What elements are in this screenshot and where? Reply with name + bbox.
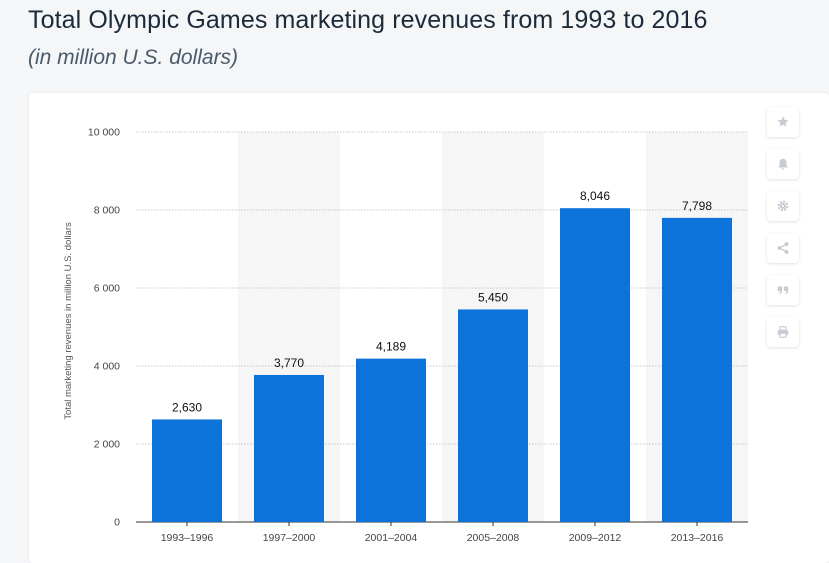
bar[interactable] bbox=[254, 374, 324, 522]
x-tick-label: 1993–1996 bbox=[161, 532, 214, 544]
x-tick-label: 2001–2004 bbox=[365, 532, 418, 544]
x-tick-label: 2005–2008 bbox=[467, 532, 520, 544]
bar-value-label: 8,046 bbox=[580, 189, 610, 203]
bar-value-label: 5,450 bbox=[478, 290, 508, 304]
bar[interactable] bbox=[152, 419, 222, 522]
chart-title: Total Olympic Games marketing revenues f… bbox=[28, 6, 708, 34]
x-tick-label: 1997–2000 bbox=[263, 532, 316, 544]
chart-subtitle: (in million U.S. dollars) bbox=[28, 46, 239, 69]
y-tick-label: 10 000 bbox=[88, 127, 120, 139]
x-tick-label: 2009–2012 bbox=[569, 532, 622, 544]
bar-chart: 0 2 000 4 000 6 000 8 000 10 000 2,630 3,770 4,… bbox=[63, 127, 748, 544]
share-icon bbox=[777, 242, 789, 254]
y-tick-label: 0 bbox=[114, 517, 120, 529]
favorite-button[interactable] bbox=[767, 107, 799, 137]
bar-value-label: 3,770 bbox=[274, 356, 304, 370]
print-icon bbox=[777, 326, 789, 338]
gear-icon bbox=[777, 200, 789, 212]
cite-button[interactable] bbox=[767, 275, 799, 305]
star-icon bbox=[777, 116, 789, 127]
quote-icon bbox=[777, 286, 789, 294]
print-button[interactable] bbox=[767, 317, 799, 347]
y-tick-label: 2 000 bbox=[94, 439, 120, 451]
bar-value-label: 7,798 bbox=[682, 199, 712, 213]
settings-button[interactable] bbox=[767, 191, 799, 221]
y-axis-label: Total marketing revenues in million U.S.… bbox=[63, 222, 74, 420]
y-tick-label: 4 000 bbox=[94, 361, 120, 373]
x-tick-label: 2013–2016 bbox=[671, 532, 724, 544]
notification-button[interactable] bbox=[767, 149, 799, 179]
bar-value-label: 2,630 bbox=[172, 400, 202, 414]
bar[interactable] bbox=[356, 358, 426, 522]
bar-value-label: 4,189 bbox=[376, 340, 406, 354]
bar[interactable] bbox=[560, 208, 630, 522]
bell-icon bbox=[778, 158, 788, 170]
share-button[interactable] bbox=[767, 233, 799, 263]
y-tick-label: 6 000 bbox=[94, 283, 120, 295]
bar[interactable] bbox=[458, 309, 528, 522]
y-tick-label: 8 000 bbox=[94, 205, 120, 217]
bar[interactable] bbox=[662, 217, 732, 522]
